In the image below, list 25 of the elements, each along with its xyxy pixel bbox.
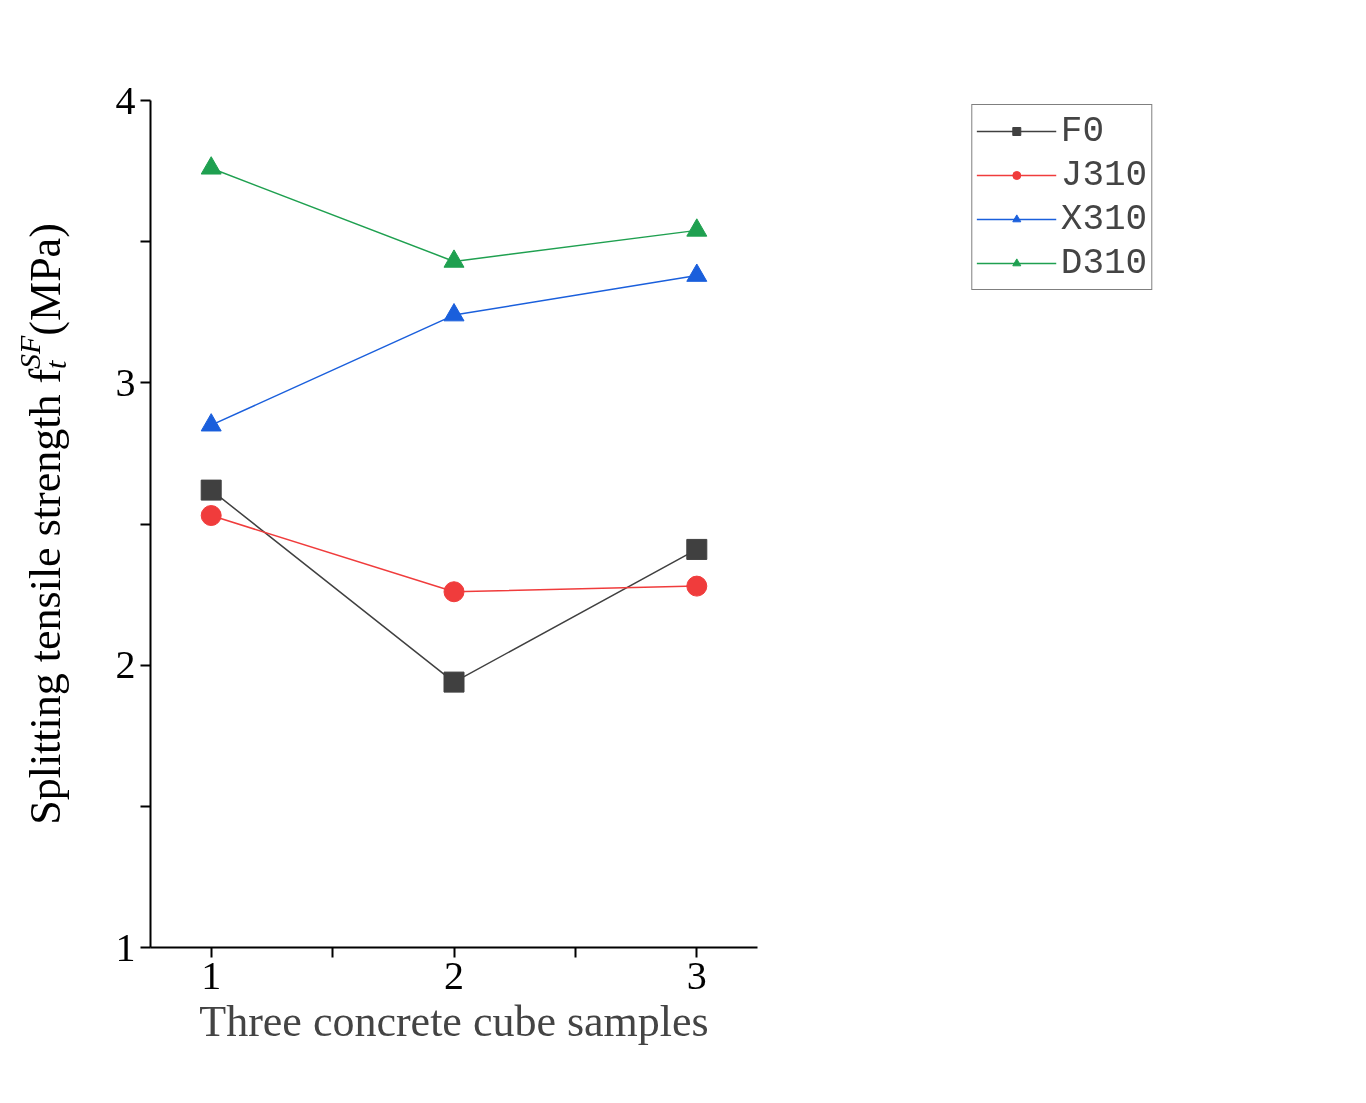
point [443, 303, 465, 322]
legend-label: D310 [1060, 241, 1148, 285]
point [443, 249, 465, 268]
point [200, 505, 222, 527]
point [200, 413, 222, 432]
x-axis-title: Three concrete cube samples [199, 996, 709, 1046]
y-tick-label: 2 [115, 642, 136, 688]
y-axis-title: Splitting tensile strength ftSF(MPa) [13, 223, 72, 825]
point [686, 263, 708, 282]
y-tick-label: 3 [115, 359, 136, 405]
legend-label: J310 [1060, 153, 1148, 197]
point [200, 156, 222, 175]
point [686, 575, 708, 597]
point [443, 671, 465, 693]
y-tick-label: 4 [115, 77, 136, 123]
point [443, 581, 465, 603]
x-tick-label: 2 [444, 952, 464, 998]
y-tick-label: 1 [115, 924, 136, 970]
point [686, 218, 708, 237]
point [686, 538, 708, 560]
legend-label: X310 [1060, 197, 1148, 241]
x-tick-label: 1 [201, 952, 222, 998]
point [200, 479, 222, 501]
legend-label: F0 [1060, 109, 1105, 153]
x-tick-label: 3 [686, 952, 707, 998]
